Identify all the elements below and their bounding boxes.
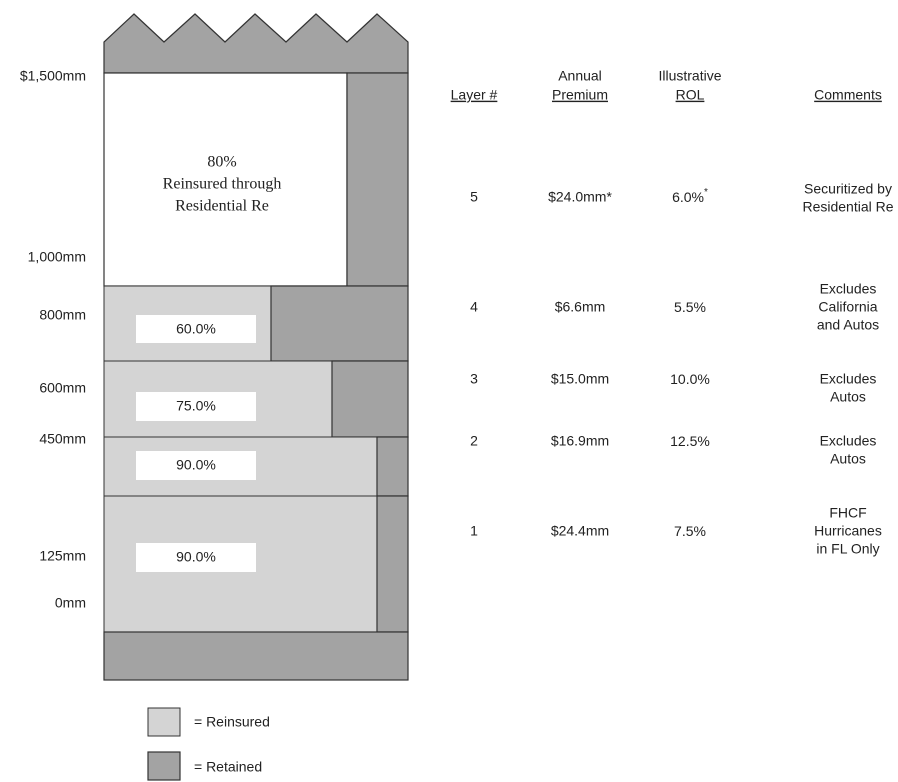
comment: California [818,299,877,315]
premium: $24.4mm [551,523,609,539]
premium: $6.6mm [555,299,606,315]
premium: $16.9mm [551,433,609,449]
legend-label: = Reinsured [194,714,270,730]
rol: 10.0% [670,371,710,387]
layer-number: 1 [470,523,478,539]
rol: 12.5% [670,433,710,449]
header: Illustrative [658,68,721,84]
comment: Hurricanes [814,523,882,539]
comment: Excludes [820,371,877,387]
comment: Securitized by [804,181,892,197]
layer-number: 5 [470,189,478,205]
premium: $24.0mm* [548,189,612,205]
axis-label: 1,000mm [28,249,86,265]
share-box [136,315,256,343]
axis-label: 800mm [39,307,86,323]
comment: Excludes [820,281,877,297]
comment: Excludes [820,433,877,449]
rol: 5.5% [674,299,706,315]
share-label: 75.0% [176,398,216,414]
axis-label: $1,500mm [20,68,86,84]
premium: $15.0mm [551,371,609,387]
legend-label: = Retained [194,759,262,775]
share-box [136,543,256,572]
table-header: Layer # Annual Premium Illustrative ROL … [451,68,882,103]
share-label: 90.0% [176,457,216,473]
table-rows: 5 $24.0mm* 6.0%* Securitized by Residential … [470,181,894,557]
comment: and Autos [817,317,879,333]
rol-value: 10.0% [670,371,710,387]
header: Annual [558,68,602,84]
comment: Autos [830,451,866,467]
layer-number: 3 [470,371,478,387]
rol-value: 6.0% [672,189,704,205]
legend-swatch [147,751,181,781]
layer-number: 4 [470,299,478,315]
header: ROL [676,87,705,103]
layer-5-text: 80% [207,154,236,171]
layer-4-retained [270,285,409,362]
legend: = Reinsured = Retained [147,707,270,781]
comment: FHCF [829,505,866,521]
comment: Autos [830,389,866,405]
header: Layer # [451,87,498,103]
layer-1-retained [376,495,409,633]
axis-label: 600mm [39,380,86,396]
layer-3-retained [331,360,409,438]
share-box [136,392,256,421]
layer-5-text: Residential Re [175,198,269,215]
bottom-block [103,631,409,681]
rol-value: 5.5% [674,299,706,315]
rol: 6.0%* [672,187,708,205]
top-zigzag [103,13,409,74]
rol-value: 12.5% [670,433,710,449]
rol-value: 7.5% [674,523,706,539]
axis-label: 125mm [39,548,86,564]
layer-5-text: Reinsured through [163,176,282,193]
share-label: 60.0% [176,321,216,337]
rol: 7.5% [674,523,706,539]
legend-swatch [147,707,181,737]
layer-2-retained [376,436,409,497]
comment: in FL Only [816,541,879,557]
comment: Residential Re [802,199,893,215]
layer-5-retained [346,72,409,287]
layer-number: 2 [470,433,478,449]
axis-label: 0mm [55,595,86,611]
axis-label: 450mm [39,431,86,447]
rol-note: * [704,187,708,198]
share-label: 90.0% [176,549,216,565]
header: Premium [552,87,608,103]
axis-labels: $1,500mm 1,000mm 800mm 600mm 450mm 125mm… [20,68,86,611]
layer-5-reinsured [103,72,348,287]
tower: 80% Reinsured through Residential Re 60.… [103,13,409,681]
header: Comments [814,87,882,103]
share-box [136,451,256,480]
